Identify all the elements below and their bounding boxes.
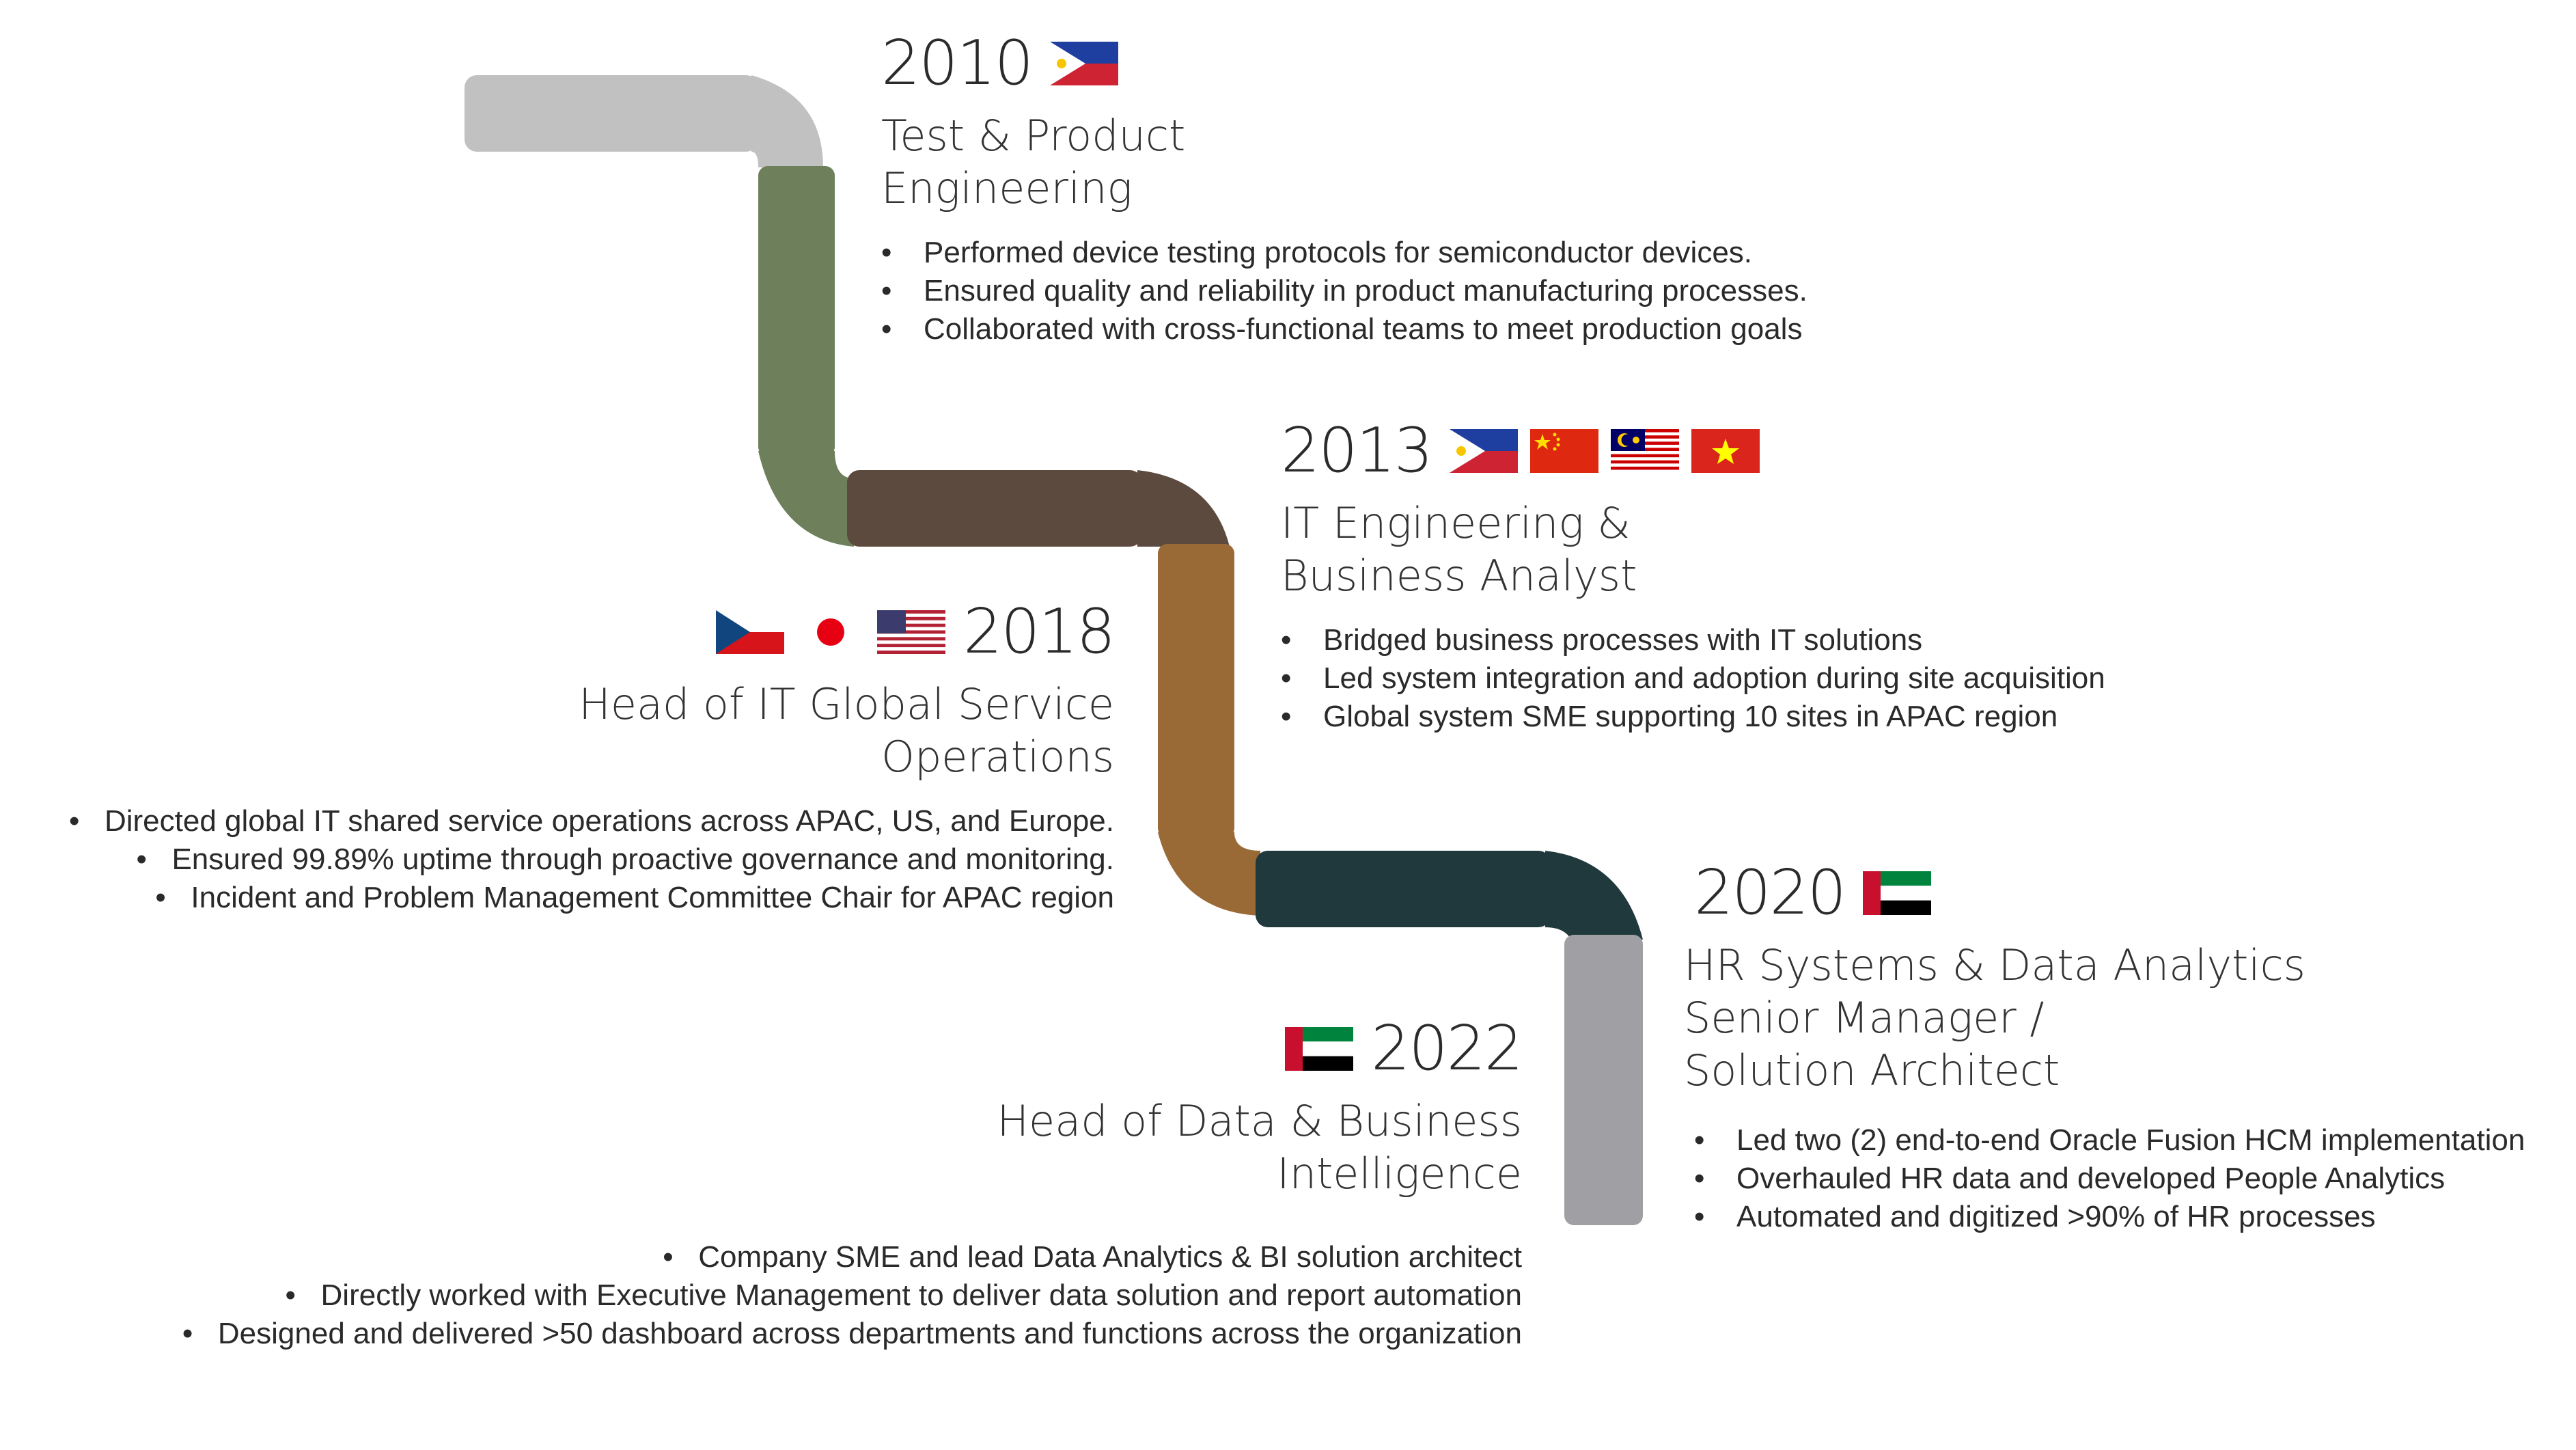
milestone-2020: 2020 HR Systems & Data Analytics Senior … — [1684, 862, 2525, 1236]
bullet-item: Led two (2) end-to-end Oracle Fusion HCM… — [1694, 1121, 2525, 1160]
pipe-elbow-2018 — [1158, 832, 1260, 916]
uae-flag-icon — [1284, 1027, 1353, 1071]
pipe-segment-2010 — [758, 166, 835, 456]
japan-flag-icon — [796, 610, 865, 654]
bullet-item: Directed global IT shared service operat… — [69, 802, 1114, 840]
milestone-year: 2013 — [1281, 415, 1433, 487]
milestone-title: Test & Product Engineering — [881, 109, 1808, 215]
bullet-item: Automated and digitized >90% of HR proce… — [1694, 1198, 2525, 1236]
pipe-segment-2013 — [847, 470, 1142, 547]
pipe-segment-end — [1564, 935, 1643, 1225]
milestone-title-line: Head of Data & Business — [997, 1096, 1522, 1146]
bullet-item: Company SME and lead Data Analytics & BI… — [182, 1238, 1522, 1276]
philippines-flag-icon — [1050, 42, 1119, 85]
milestone-title-line: Solution Architect — [1684, 1045, 2060, 1095]
milestone-title-line: Senior Manager / — [1684, 993, 2045, 1043]
flag-group — [1284, 1027, 1353, 1071]
milestone-bullets: Directed global IT shared service operat… — [69, 802, 1114, 917]
uae-flag-icon — [1863, 871, 1932, 915]
milestone-2013: 2013 — [1281, 420, 2105, 736]
milestone-bullets: Bridged business processes with IT solut… — [1281, 621, 2105, 736]
milestone-year: 2022 — [1370, 1013, 1523, 1084]
milestone-title-line: Test & Product — [881, 111, 1186, 161]
pipe-segment-start — [465, 75, 758, 152]
bullet-item: Led system integration and adoption duri… — [1281, 659, 2105, 698]
milestone-title-line: Head of IT Global Service — [579, 679, 1114, 729]
vietnam-flag-icon — [1691, 429, 1760, 473]
czech-flag-icon — [715, 610, 784, 654]
flag-group — [715, 610, 945, 654]
pipe-segment-2020 — [1256, 851, 1551, 927]
milestone-title-line: IT Engineering & — [1281, 498, 1631, 548]
bullet-item: Ensured 99.89% uptime through proactive … — [69, 840, 1114, 879]
bullet-item: Overhauled HR data and developed People … — [1694, 1160, 2525, 1198]
bullet-item: Designed and delivered >50 dashboard acr… — [182, 1315, 1522, 1353]
milestone-year: 2010 — [881, 27, 1034, 99]
bullet-item: Collaborated with cross-functional teams… — [881, 310, 1808, 348]
pipe-elbow-2020 — [1545, 851, 1643, 940]
malaysia-flag-icon — [1611, 429, 1680, 473]
usa-flag-icon — [876, 610, 945, 654]
milestone-title-line: Engineering — [881, 163, 1133, 213]
pipe-elbow-2013 — [1137, 470, 1230, 547]
milestone-title-line: Operations — [881, 732, 1114, 782]
milestone-year: 2018 — [962, 596, 1116, 668]
flag-group — [1450, 429, 1760, 473]
milestone-title-line: Business Analyst — [1281, 551, 1637, 601]
milestone-title: Head of Data & Business Intelligence — [182, 1095, 1522, 1200]
milestone-2010: 2010 Test & Product Engineering Performe… — [881, 33, 1808, 348]
milestone-bullets: Performed device testing protocols for s… — [881, 234, 1808, 348]
pipe-elbow-start — [751, 75, 823, 167]
milestone-header: 2013 — [1281, 420, 2105, 482]
flag-group — [1050, 42, 1119, 85]
philippines-flag-icon — [1450, 429, 1519, 473]
milestone-header: 2022 — [182, 1013, 1523, 1084]
milestone-header: 2018 — [69, 596, 1116, 668]
china-flag-icon — [1530, 429, 1599, 473]
bullet-item: Ensured quality and reliability in produ… — [881, 272, 1808, 310]
bullet-item: Directly worked with Executive Managemen… — [182, 1276, 1522, 1315]
flag-group — [1863, 871, 1932, 915]
pipe-elbow-2010 — [758, 451, 854, 547]
pipe-segment-2018 — [1158, 544, 1234, 838]
bullet-item: Bridged business processes with IT solut… — [1281, 621, 2105, 659]
milestone-bullets: Led two (2) end-to-end Oracle Fusion HCM… — [1684, 1121, 2525, 1236]
milestone-bullets: Company SME and lead Data Analytics & BI… — [182, 1238, 1522, 1353]
milestone-title: IT Engineering & Business Analyst — [1281, 497, 2105, 602]
bullet-item: Performed device testing protocols for s… — [881, 234, 1808, 272]
bullet-item: Incident and Problem Management Committe… — [69, 879, 1114, 917]
bullet-item: Global system SME supporting 10 sites in… — [1281, 698, 2105, 736]
milestone-title: Head of IT Global Service Operations — [69, 678, 1114, 783]
milestone-2022: 2022 Head of Data & Business Intelligenc… — [182, 1013, 1523, 1353]
milestone-title-line: HR Systems & Data Analytics — [1684, 940, 2305, 990]
milestone-header: 2020 — [1684, 862, 2525, 924]
milestone-title: HR Systems & Data Analytics Senior Manag… — [1684, 939, 2525, 1097]
milestone-title-line: Intelligence — [1277, 1149, 1522, 1199]
milestone-header: 2010 — [881, 33, 1808, 94]
milestone-year: 2020 — [1694, 857, 1846, 929]
milestone-2018: 2018 Head of IT Global Service Operation… — [69, 596, 1116, 917]
